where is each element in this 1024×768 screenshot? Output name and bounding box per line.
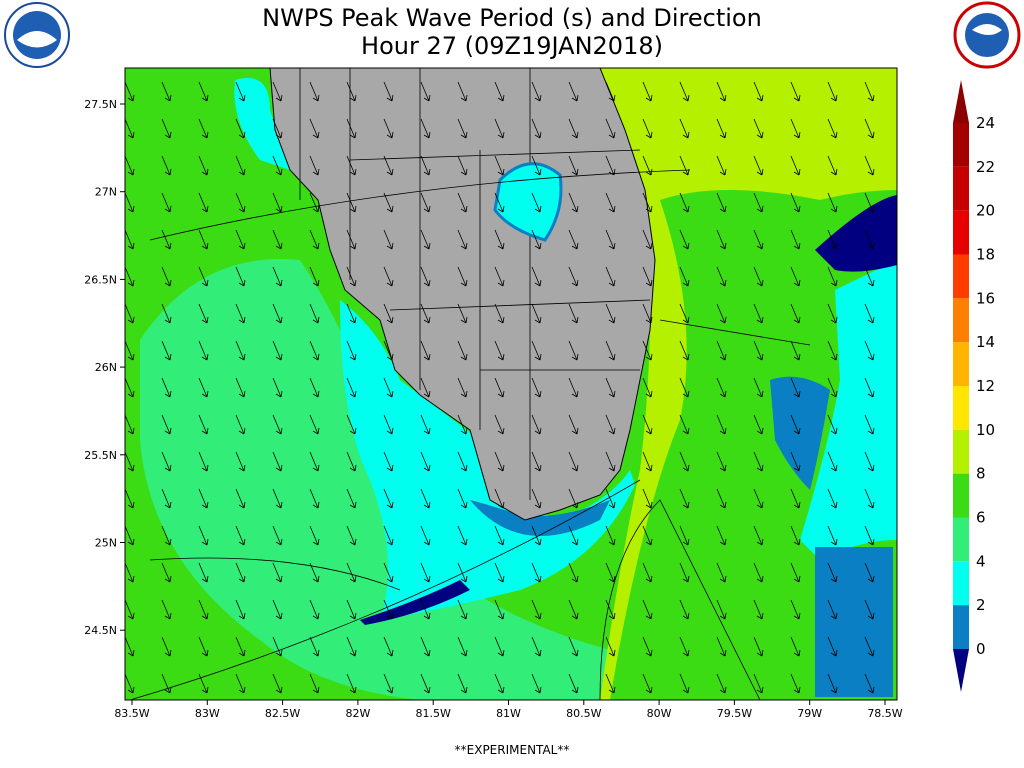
title: NWPS Peak Wave Period (s) and Direction bbox=[262, 4, 762, 32]
x-tick-label: 80W bbox=[647, 707, 672, 720]
colorbar-box bbox=[953, 298, 969, 343]
x-tick-label: 83.5W bbox=[114, 707, 149, 720]
y-tick-label: 26.5N bbox=[84, 273, 117, 286]
x-tick-label: 79W bbox=[797, 707, 822, 720]
colorbar-label: 12 bbox=[976, 377, 995, 395]
colorbar-label: 22 bbox=[976, 158, 995, 176]
colorbar-cap bbox=[953, 649, 969, 692]
y-tick-label: 27.5N bbox=[84, 98, 117, 111]
y-tick-label: 25N bbox=[95, 537, 117, 550]
nws-logo bbox=[953, 1, 1021, 69]
colorbar-box bbox=[953, 517, 969, 562]
x-tick-label: 83W bbox=[195, 707, 220, 720]
colorbar-label: 18 bbox=[976, 246, 995, 264]
colorbar-label: 14 bbox=[976, 333, 995, 351]
colorbar-box bbox=[953, 561, 969, 606]
y-tick-label: 24.5N bbox=[84, 624, 117, 637]
x-tick-label: 80.5W bbox=[566, 707, 601, 720]
x-tick-label: 81.5W bbox=[416, 707, 451, 720]
colorbar-label: 4 bbox=[976, 552, 986, 570]
colorbar-label: 20 bbox=[976, 202, 995, 220]
subtitle: Hour 27 (09Z19JAN2018) bbox=[361, 32, 663, 60]
colorbar-box bbox=[953, 123, 969, 167]
x-tick-label: 79.5W bbox=[717, 707, 752, 720]
colorbar-box bbox=[953, 429, 969, 474]
colorbar-box bbox=[953, 605, 969, 649]
y-tick-label: 25.5N bbox=[84, 449, 117, 462]
colorbar-label: 10 bbox=[976, 421, 995, 439]
colorbar-cap bbox=[953, 80, 969, 123]
x-tick-label: 78.5W bbox=[867, 707, 902, 720]
axes: 83.5W 83W 82.5W 82W 81.5W 81W 80.5W 80W 79.5W 79W… bbox=[84, 98, 903, 720]
colorbar-label: 8 bbox=[976, 465, 986, 483]
colorbar-label: 24 bbox=[976, 114, 995, 132]
colorbar-box bbox=[953, 210, 969, 255]
colorbar-label: 16 bbox=[976, 289, 995, 307]
colorbar-box bbox=[953, 386, 969, 430]
colorbar-label: 2 bbox=[976, 596, 986, 614]
footer: **EXPERIMENTAL** bbox=[455, 743, 570, 757]
x-tick-label: 82W bbox=[345, 707, 370, 720]
colorbar-label: 0 bbox=[976, 640, 986, 658]
colorbar-label: 6 bbox=[976, 509, 986, 527]
direction-arrows bbox=[125, 68, 897, 700]
x-tick-label: 81W bbox=[496, 707, 521, 720]
colorbar-box bbox=[953, 254, 969, 299]
colorbar-box bbox=[953, 342, 969, 386]
x-tick-label: 82.5W bbox=[265, 707, 300, 720]
colorbar-box bbox=[953, 473, 969, 518]
y-tick-label: 27N bbox=[95, 186, 117, 199]
colorbar-box bbox=[953, 166, 969, 211]
y-tick-label: 26N bbox=[95, 361, 117, 374]
map bbox=[125, 68, 897, 700]
map-frame bbox=[124, 67, 898, 701]
noaa-logo bbox=[4, 2, 70, 68]
